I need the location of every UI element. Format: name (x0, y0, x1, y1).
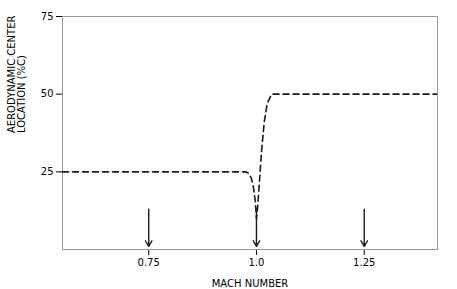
svg-text:75: 75 (41, 11, 54, 22)
svg-text:0.75: 0.75 (138, 257, 160, 268)
svg-text:25: 25 (41, 166, 54, 177)
svg-text:MACH NUMBER: MACH NUMBER (212, 278, 289, 289)
svg-text:AERODYNAMIC CENTERLOCATION (%C: AERODYNAMIC CENTERLOCATION (%C) (6, 15, 27, 133)
svg-text:1.25: 1.25 (353, 257, 375, 268)
svg-text:50: 50 (41, 88, 54, 99)
svg-text:1.0: 1.0 (249, 257, 265, 268)
